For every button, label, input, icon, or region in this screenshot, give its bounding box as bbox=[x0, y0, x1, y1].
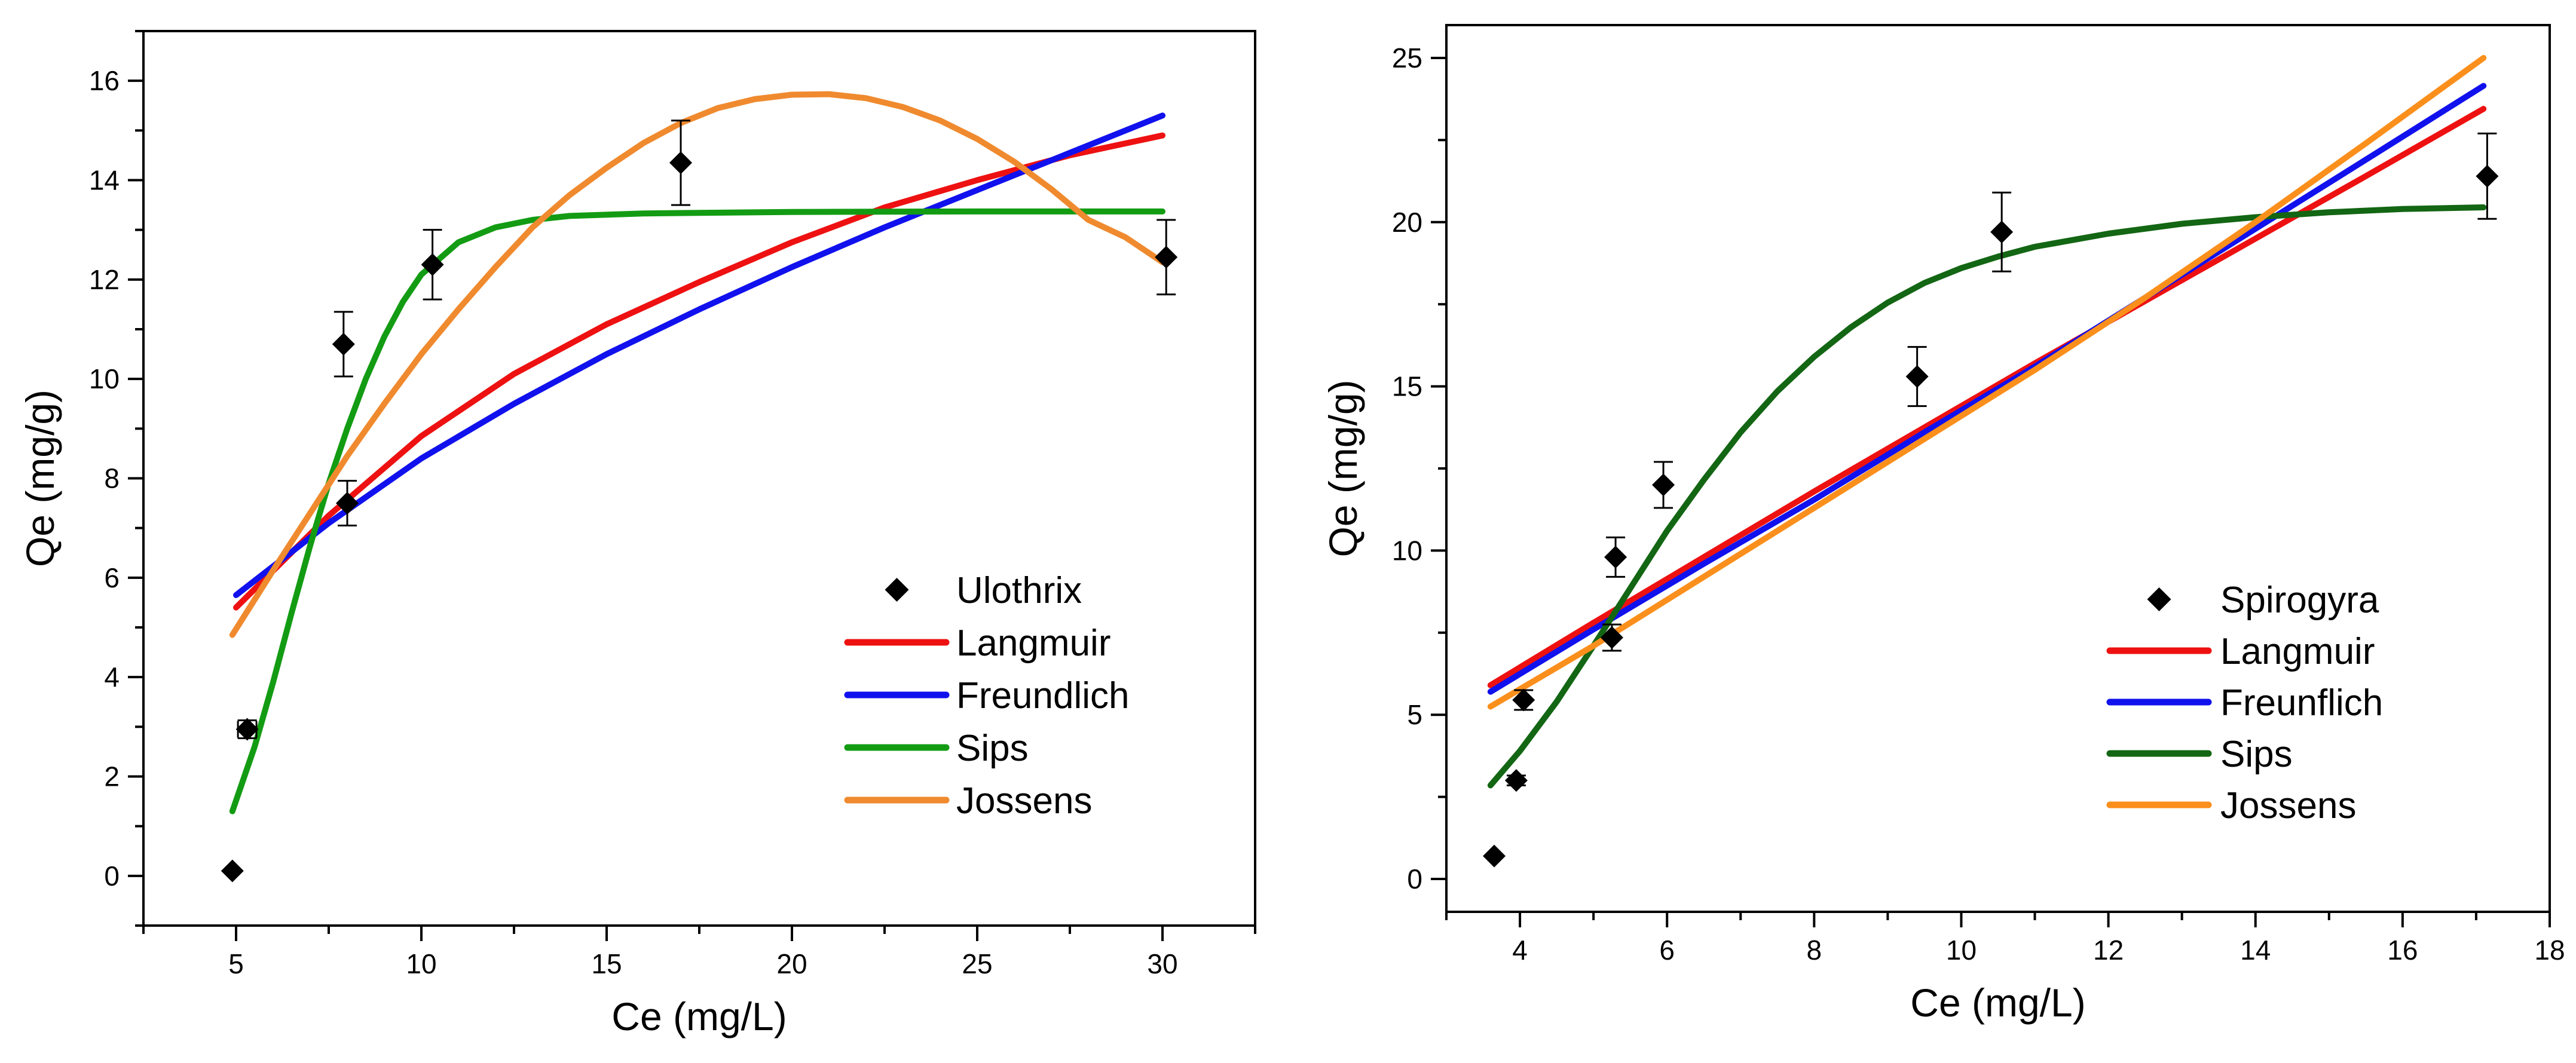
y-axis-title: Qe (mg/g) bbox=[1321, 379, 1365, 557]
ulothrix-chart: 5 10 15 20 25 30 0 2 4 6 8 10 12 14 16 Ce (mg/L) Qe (mg/… bbox=[18, 30, 1256, 1039]
x-tick-label: 10 bbox=[1946, 935, 1977, 966]
spirogyra-data-point bbox=[1905, 365, 1929, 388]
langmuir-fit-line bbox=[233, 132, 1165, 611]
x-tick-label: 6 bbox=[1659, 935, 1675, 966]
x-tick-label: 8 bbox=[1807, 935, 1822, 966]
y-tick-label: 4 bbox=[104, 661, 120, 693]
y-tick-label: 0 bbox=[104, 860, 120, 892]
langmuir-fit-line bbox=[1487, 106, 2487, 688]
y-axis-title: Qe (mg/g) bbox=[18, 390, 62, 567]
y-tick-label: 6 bbox=[104, 562, 120, 593]
y-tick-label: 5 bbox=[1407, 699, 1422, 730]
ulothrix-data-point bbox=[336, 492, 359, 515]
ulothrix-data-point bbox=[1155, 246, 1178, 269]
legend-label-freundlich: Freundlich bbox=[956, 675, 1129, 716]
x-tick-label: 16 bbox=[2387, 935, 2418, 966]
spirogyra-data-point bbox=[2476, 164, 2499, 188]
ulothrix-data-point bbox=[221, 859, 244, 883]
y-tick-label: 10 bbox=[89, 363, 120, 394]
x-tick-label: 12 bbox=[2093, 935, 2124, 966]
x-axis-title: Ce (mg/L) bbox=[611, 994, 787, 1039]
spirogyra-data-point bbox=[1600, 626, 1623, 650]
spirogyra-data-point bbox=[1512, 688, 1535, 712]
legend-label-sips: Sips bbox=[956, 728, 1029, 769]
y-tick-label: 20 bbox=[1392, 207, 1422, 238]
legend-marker-spirogyra bbox=[2147, 587, 2171, 611]
x-tick-label: 20 bbox=[776, 948, 807, 979]
x-axis-title: Ce (mg/L) bbox=[1910, 981, 2085, 1025]
freundlich-fit-line bbox=[233, 112, 1165, 598]
ulothrix-data-point bbox=[421, 253, 444, 276]
y-tick-label: 25 bbox=[1392, 42, 1422, 73]
legend-label-ulothrix: Ulothrix bbox=[956, 570, 1082, 611]
spirogyra-data-point bbox=[1990, 220, 2014, 244]
sips-fit-line bbox=[1487, 204, 2487, 789]
y-tick-label: 14 bbox=[89, 165, 120, 196]
spirogyra-data-point bbox=[1482, 844, 1506, 868]
freunflich-fit-line bbox=[1487, 82, 2487, 695]
spirogyra-chart: 4 6 8 10 12 14 16 18 0 5 10 15 20 25 Ce (mg/L) Qe (mg/g… bbox=[1321, 24, 2565, 1025]
legend-label-freunflich: Freunflich bbox=[2220, 682, 2383, 724]
x-tick-label: 5 bbox=[228, 948, 244, 979]
spirogyra-data-point bbox=[1652, 473, 1675, 497]
x-tick-label: 14 bbox=[2240, 935, 2271, 966]
y-tick-label: 2 bbox=[104, 761, 120, 792]
legend-marker-ulothrix bbox=[885, 578, 909, 602]
spirogyra-data-point bbox=[1504, 769, 1528, 792]
legend-label-langmuir: Langmuir bbox=[956, 623, 1110, 664]
y-tick-label: 12 bbox=[89, 264, 120, 295]
spirogyra-data-point bbox=[1604, 546, 1627, 569]
jossens-fit-line bbox=[1487, 55, 2487, 710]
legend-label-sips: Sips bbox=[2220, 734, 2293, 775]
x-tick-label: 4 bbox=[1512, 935, 1528, 966]
legend-label-spirogyra: Spirogyra bbox=[2220, 580, 2379, 621]
y-tick-label: 8 bbox=[104, 463, 120, 494]
ulothrix-data-point bbox=[235, 718, 259, 741]
jossens-fit-line bbox=[229, 91, 1165, 638]
x-tick-label: 18 bbox=[2534, 935, 2565, 966]
plot-frame bbox=[1445, 24, 2551, 913]
sips-fit-line bbox=[229, 208, 1165, 814]
x-tick-label: 30 bbox=[1147, 948, 1177, 979]
x-tick-label: 15 bbox=[591, 948, 622, 979]
y-tick-label: 15 bbox=[1392, 371, 1422, 402]
x-tick-label: 25 bbox=[962, 948, 992, 979]
x-tick-label: 10 bbox=[406, 948, 436, 979]
ulothrix-data-point bbox=[332, 332, 355, 356]
legend-label-jossens: Jossens bbox=[956, 780, 1092, 822]
ulothrix-data-point bbox=[669, 151, 692, 174]
y-tick-label: 16 bbox=[89, 65, 120, 96]
y-tick-label: 0 bbox=[1407, 863, 1422, 894]
legend-label-langmuir: Langmuir bbox=[2220, 631, 2375, 672]
legend-label-jossens: Jossens bbox=[2220, 785, 2356, 826]
y-tick-label: 10 bbox=[1392, 535, 1422, 566]
